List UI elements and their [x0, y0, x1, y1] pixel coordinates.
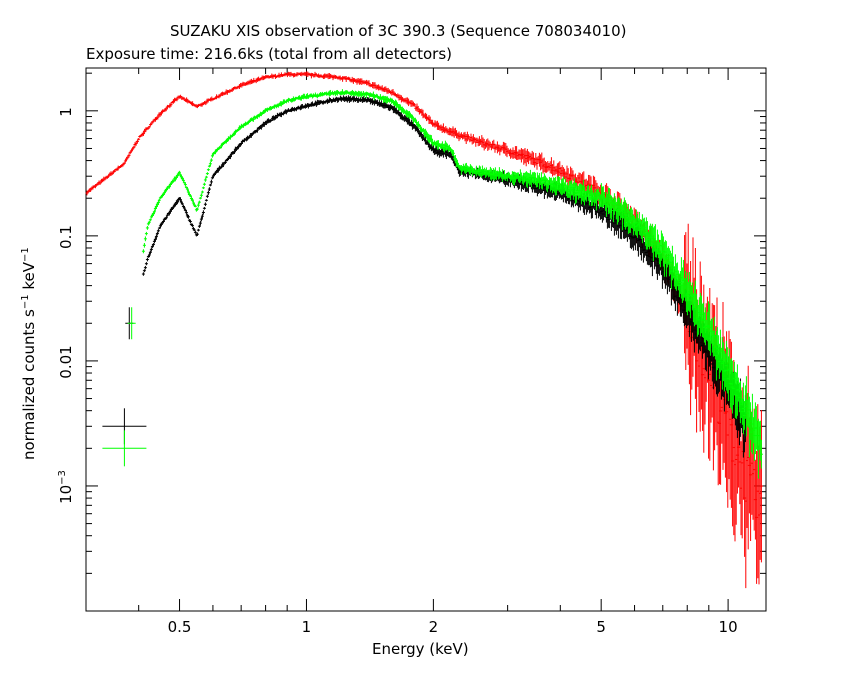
y-tick-label: 1 — [57, 92, 75, 132]
series-0 — [85, 71, 763, 589]
y-tick-label: 0.01 — [57, 342, 75, 382]
y-axis-label-mid: keV — [20, 261, 38, 295]
chart-title: SUZAKU XIS observation of 3C 390.3 (Sequ… — [170, 22, 627, 40]
y-axis-label-sup2: −1 — [20, 247, 31, 262]
series-2 — [102, 89, 763, 479]
plot-frame — [85, 67, 767, 612]
y-tick-label: 10−3 — [57, 467, 75, 507]
x-tick-label: 0.5 — [167, 618, 192, 636]
series-1 — [102, 95, 747, 458]
chart-subtitle: Exposure time: 216.6ks (total from all d… — [86, 45, 453, 63]
y-axis-label-main: normalized counts s — [20, 309, 38, 460]
x-tick-label: 1 — [301, 618, 312, 636]
y-tick-label-text: 1 — [57, 107, 75, 117]
y-tick-label-text: 0.01 — [57, 345, 75, 379]
y-tick-label: 0.1 — [57, 217, 75, 257]
y-tick-label-text: 10 — [57, 484, 75, 504]
y-axis-label: normalized counts s−1 keV−1 — [20, 247, 38, 460]
x-tick-label: 5 — [596, 618, 606, 636]
x-tick-label: 10 — [718, 618, 738, 636]
x-tick-label: 2 — [428, 618, 439, 636]
y-axis-label-sup1: −1 — [20, 294, 31, 310]
y-tick-label-text: 0.1 — [57, 224, 75, 249]
x-axis-label: Energy (keV) — [372, 640, 469, 658]
y-tick-label-exponent: −3 — [57, 470, 68, 485]
